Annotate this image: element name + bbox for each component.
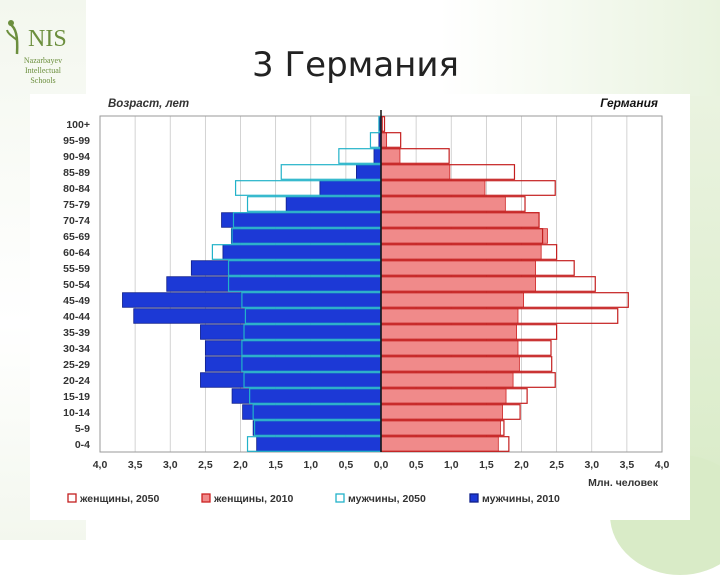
bar-male-2010 <box>200 324 382 340</box>
legend-swatch <box>201 493 211 503</box>
logo-subtitle: Nazarbayev Intellectual Schools <box>12 56 74 86</box>
bar-female-2010 <box>380 276 536 292</box>
y-tick-label: 90-94 <box>63 151 90 163</box>
bar-female-2010 <box>380 292 525 308</box>
bar-male-2010 <box>204 356 382 372</box>
bar-male-2010 <box>356 164 382 180</box>
x-axis-title: Млн. человек <box>588 477 659 489</box>
bar-male-2010 <box>373 148 382 164</box>
x-tick-label: 2,0 <box>233 459 248 471</box>
chart-title: Германия <box>600 96 658 110</box>
x-tick-label: 1,0 <box>303 459 318 471</box>
y-tick-label: 15-19 <box>63 391 90 403</box>
x-tick-label: 2,5 <box>549 459 564 471</box>
logo-line: Schools <box>30 76 56 85</box>
bar-female-2010 <box>380 260 536 276</box>
y-tick-label: 100+ <box>66 119 90 131</box>
bar-male-2010 <box>242 404 382 420</box>
y-tick-label: 55-59 <box>63 263 90 275</box>
y-tick-label: 85-89 <box>63 167 90 179</box>
bar-male-2010 <box>252 420 382 436</box>
bar-female-2010 <box>380 308 519 324</box>
bar-female-2010 <box>380 340 519 356</box>
y-tick-label: 75-79 <box>63 199 90 211</box>
y-tick-label: 25-29 <box>63 359 90 371</box>
bar-female-2010 <box>380 148 401 164</box>
x-tick-label: 0,5 <box>339 459 354 471</box>
x-tick-label: 4,0 <box>655 459 670 471</box>
bar-female-2010 <box>380 436 499 452</box>
bar-female-2010 <box>380 420 501 436</box>
bar-female-2010 <box>380 132 388 148</box>
bar-male-2010 <box>166 276 382 292</box>
legend-label: мужчины, 2050 <box>348 493 426 505</box>
bar-female-2010 <box>380 228 548 244</box>
y-tick-label: 60-64 <box>63 247 90 259</box>
bar-male-2010 <box>200 372 382 388</box>
x-tick-label: 3,0 <box>163 459 178 471</box>
legend-swatch <box>67 493 77 503</box>
bar-female-2010 <box>380 180 486 196</box>
legend-swatch <box>335 493 345 503</box>
leaf-icon <box>6 20 19 55</box>
bar-female-2010 <box>380 404 503 420</box>
top-decoration <box>440 0 720 96</box>
bar-female-2010 <box>380 212 540 228</box>
y-tick-label: 45-49 <box>63 295 90 307</box>
y-tick-label: 5-9 <box>75 423 90 435</box>
y-tick-label: 35-39 <box>63 327 90 339</box>
legend-label: мужчины, 2010 <box>482 493 560 505</box>
slide-title: 3 Германия <box>252 45 459 85</box>
bar-female-2010 <box>380 244 542 260</box>
population-pyramid-chart: 100+ 95-99 90-94 85-89 80-84 75-79 70-74 65-69 6… <box>30 94 690 520</box>
y-tick-label: 80-84 <box>63 183 90 195</box>
x-tick-label: 1,5 <box>268 459 283 471</box>
bar-female-2010 <box>380 164 451 180</box>
logo-brand: NIS <box>28 26 67 52</box>
legend-label: женщины, 2050 <box>79 493 159 505</box>
y-tick-label: 40-44 <box>63 311 90 323</box>
x-tick-label: 3,5 <box>620 459 635 471</box>
bar-male-2010 <box>285 196 382 212</box>
x-tick-label: 4,0 <box>93 459 108 471</box>
y-tick-label: 30-34 <box>63 343 90 355</box>
bar-female-2010 <box>380 324 517 340</box>
legend-label: женщины, 2010 <box>213 493 293 505</box>
y-tick-label: 50-54 <box>63 279 90 291</box>
y-axis-title: Возраст, лет <box>108 98 189 110</box>
legend-swatch <box>469 493 479 503</box>
bar-male-2010 <box>122 292 382 308</box>
bar-female-2010 <box>380 388 507 404</box>
bar-male-2010 <box>222 244 382 260</box>
bar-female-2010 <box>380 356 520 372</box>
y-tick-label: 65-69 <box>63 231 90 243</box>
bar-male-2010 <box>190 260 382 276</box>
x-tick-label: 3,0 <box>584 459 599 471</box>
bar-male-2010 <box>230 228 382 244</box>
y-tick-label: 70-74 <box>63 215 90 227</box>
bar-male-2010 <box>133 308 382 324</box>
bar-female-2010 <box>380 196 506 212</box>
x-tick-label: 2,5 <box>198 459 213 471</box>
y-tick-label: 10-14 <box>63 407 90 419</box>
bar-male-2010 <box>231 388 382 404</box>
nis-logo: NIS Nazarbayev Intellectual Schools <box>4 14 84 94</box>
bar-male-2010 <box>319 180 382 196</box>
y-tick-label: 95-99 <box>63 135 90 147</box>
y-tick-label: 20-24 <box>63 375 90 387</box>
x-tick-label: 2,0 <box>514 459 529 471</box>
x-tick-label: 1,0 <box>444 459 459 471</box>
x-tick-label: 3,5 <box>128 459 143 471</box>
x-tick-label: 1,5 <box>479 459 494 471</box>
bar-male-2010 <box>256 436 382 452</box>
y-tick-label: 0-4 <box>75 439 90 451</box>
bar-male-2010 <box>221 212 382 228</box>
logo-line: Nazarbayev <box>23 56 63 65</box>
x-tick-label: 0,5 <box>409 459 424 471</box>
bar-male-2010 <box>204 340 382 356</box>
logo-line: Intellectual <box>25 66 61 75</box>
x-tick-label: 0,0 <box>374 459 389 471</box>
bar-female-2010 <box>380 372 514 388</box>
